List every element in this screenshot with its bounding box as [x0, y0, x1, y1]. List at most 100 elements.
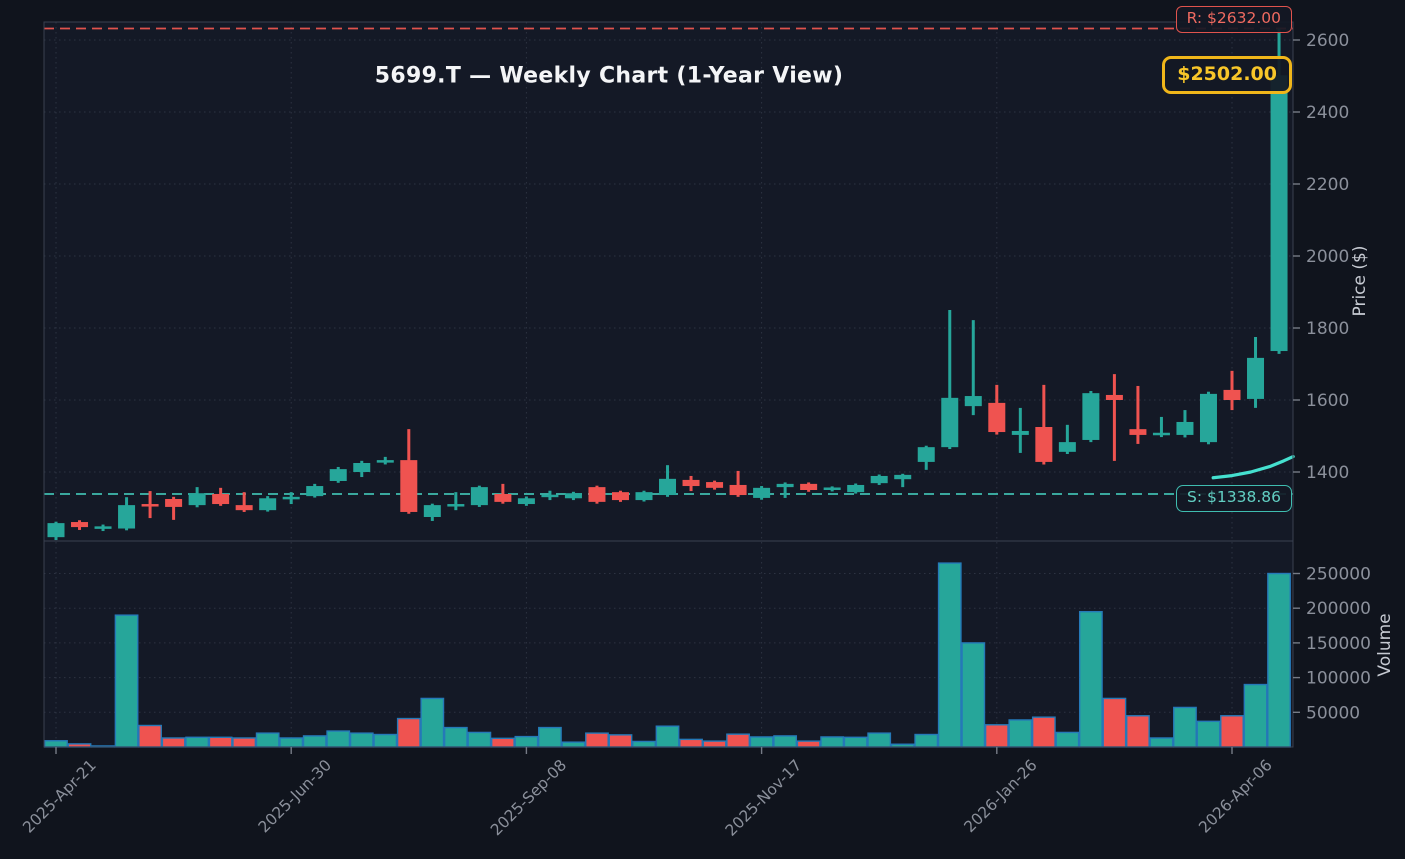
volume-bar — [514, 735, 539, 748]
candle-body — [894, 474, 912, 480]
volume-bar — [302, 735, 327, 748]
volume-bar — [773, 735, 798, 748]
price-tick-label: 1800 — [1306, 319, 1349, 339]
volume-tick-label: 150000 — [1306, 634, 1371, 654]
volume-bar — [585, 732, 609, 748]
volume-bar — [702, 740, 727, 748]
volume-bar — [1173, 706, 1197, 748]
volume-bar — [1008, 719, 1033, 748]
candle-body — [1199, 393, 1217, 443]
volume-tick-label: 200000 — [1306, 599, 1371, 619]
candle-body — [470, 487, 488, 506]
candle-body — [141, 504, 159, 507]
volume-bar — [632, 740, 656, 748]
volume-bar — [1220, 715, 1244, 748]
candle-body — [823, 487, 841, 490]
candle-body — [400, 460, 418, 512]
volume-bar — [608, 734, 633, 748]
volume-bar — [490, 737, 515, 748]
plot-background — [44, 22, 1293, 747]
candle-body — [941, 397, 959, 448]
volume-bar — [279, 737, 304, 748]
candle-body — [964, 396, 982, 407]
volume-tick-label: 50000 — [1306, 703, 1360, 723]
volume-bar — [114, 614, 139, 748]
candle-body — [635, 492, 653, 501]
volume-bar — [749, 736, 774, 748]
candle-body — [1129, 429, 1147, 435]
volume-bar — [208, 736, 233, 748]
candle-body — [165, 499, 183, 507]
candle-body — [800, 483, 818, 490]
trend-line — [1211, 454, 1295, 480]
candle-body — [353, 463, 371, 472]
volume-bar — [1149, 737, 1174, 748]
volume-bar — [867, 732, 892, 748]
candle-body — [682, 479, 700, 487]
candle-body — [1176, 421, 1194, 435]
candle-body — [847, 484, 865, 493]
candle-body — [988, 402, 1006, 433]
volume-bar — [138, 724, 162, 748]
resistance-level-label: R: $2632.00 — [1175, 6, 1292, 33]
date-tick-label: 2025-Apr-21 — [19, 756, 99, 836]
volume-bar — [349, 732, 374, 748]
price-tick-label: 2600 — [1306, 31, 1349, 51]
candle-body — [611, 492, 629, 501]
volume-bar — [1055, 731, 1080, 748]
candle-body — [564, 493, 582, 499]
volume-bar — [467, 731, 492, 748]
candle-body — [235, 505, 253, 511]
candle-body — [1270, 75, 1288, 352]
volume-bar — [820, 736, 845, 748]
volume-bar — [561, 741, 586, 748]
volume-bar — [326, 730, 351, 748]
price-tick-label: 1400 — [1306, 463, 1349, 483]
date-tick-label: 2025-Sep-08 — [487, 756, 570, 839]
candle-body — [212, 493, 230, 505]
candle-body — [517, 498, 535, 505]
candle-body — [541, 494, 559, 498]
candle-body — [118, 505, 136, 529]
volume-bar — [1243, 683, 1268, 748]
candle-body — [94, 526, 112, 529]
price-tick-label: 2200 — [1306, 175, 1349, 195]
volume-axis-title: Volume — [1375, 613, 1395, 677]
volume-bar — [843, 736, 868, 748]
volume-bar — [255, 732, 280, 748]
volume-panel-border — [43, 540, 1294, 748]
candle-body — [1247, 357, 1265, 399]
volume-tick-label: 100000 — [1306, 669, 1371, 689]
candle-body — [423, 505, 441, 517]
candle-body — [753, 487, 771, 498]
candle-body — [870, 475, 888, 484]
volume-bar — [1126, 715, 1150, 748]
volume-bar — [1102, 697, 1127, 748]
volume-bar — [373, 733, 398, 748]
candle-body — [259, 498, 277, 511]
volume-bar — [44, 740, 68, 748]
volume-bar — [420, 697, 445, 748]
volume-bar — [937, 562, 962, 748]
candle-body — [1035, 427, 1053, 462]
candle-body — [1105, 394, 1123, 400]
candle-body — [447, 504, 465, 507]
volume-bar — [538, 726, 562, 748]
volume-bar — [1196, 720, 1221, 748]
volume-bar — [679, 738, 703, 748]
candle-body — [376, 460, 394, 463]
price-tick-label: 2400 — [1306, 103, 1349, 123]
candle-body — [588, 487, 606, 502]
price-tick-label: 2000 — [1306, 247, 1349, 267]
volume-bar — [443, 726, 468, 748]
candle-body — [306, 486, 324, 497]
candle-body — [1152, 432, 1170, 436]
candle-body — [1082, 393, 1100, 440]
volume-bar — [796, 740, 821, 748]
date-tick-label: 2025-Nov-17 — [722, 756, 806, 840]
volume-bar — [396, 717, 421, 748]
candle-body — [1223, 389, 1241, 400]
volume-bar — [726, 733, 750, 748]
volume-bar — [232, 737, 257, 748]
